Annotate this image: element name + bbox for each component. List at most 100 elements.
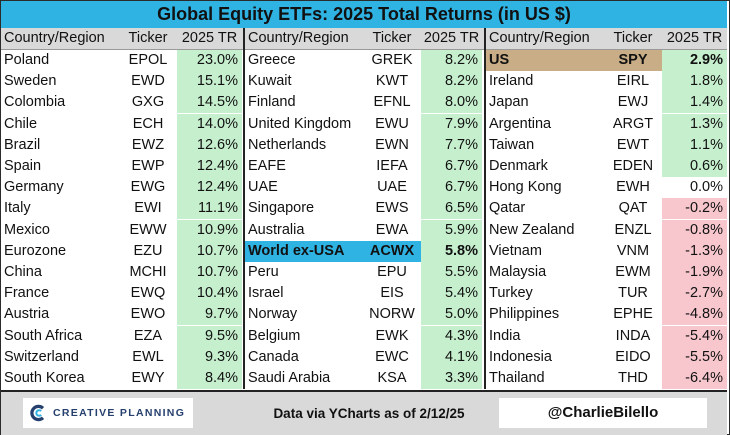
country-cell: Australia: [248, 221, 305, 238]
ticker-cell: EWZ: [131, 136, 165, 153]
table-row: Finland EFNL 8.0%: [245, 92, 487, 114]
ticker-cell: UAE: [377, 179, 407, 196]
return-cell: 12.6%: [177, 134, 242, 156]
return-cell: 6.7%: [421, 156, 482, 177]
table-panel-1: Country/Region Ticker 2025 TR Poland EPOL 23.…: [1, 28, 243, 389]
return-cell: 7.7%: [421, 134, 482, 156]
creative-planning-logo: CREATIVE PLANNING: [23, 398, 193, 428]
header-return: 2025 TR: [181, 30, 238, 46]
ticker-cell: EWD: [131, 73, 165, 90]
country-cell: Turkey: [489, 285, 533, 302]
ticker-cell: EWM: [615, 264, 651, 280]
ticker-cell: EWG: [130, 179, 166, 196]
ticker-cell: EWL: [132, 348, 164, 365]
ticker-cell: EFNL: [373, 94, 411, 111]
table-row: Eurozone EZU 10.7%: [1, 240, 243, 262]
ticker-cell: IEFA: [376, 158, 408, 174]
return-cell: 5.0%: [421, 304, 482, 326]
country-cell: Taiwan: [489, 136, 535, 153]
ticker-cell: EWY: [131, 370, 165, 386]
country-cell: UAE: [248, 179, 278, 196]
table-row: Singapore EWS 6.5%: [245, 198, 487, 220]
footer: CREATIVE PLANNING Data via YCharts as of…: [1, 390, 727, 435]
country-cell: Austria: [4, 306, 50, 323]
return-cell: -4.8%: [662, 304, 727, 326]
country-cell: Thailand: [489, 370, 545, 386]
header-ticker: Ticker: [613, 30, 653, 46]
logo-text: CREATIVE PLANNING: [53, 407, 186, 419]
country-cell: Switzerland: [4, 348, 79, 365]
ticker-cell: EPHE: [613, 306, 653, 323]
country-cell: US: [489, 52, 510, 68]
country-cell: Chile: [4, 115, 38, 132]
return-cell: 5.8%: [421, 240, 482, 262]
table-header: Country/Region Ticker 2025 TR: [245, 28, 487, 50]
return-cell: 12.4%: [177, 156, 242, 177]
country-cell: Brazil: [4, 136, 41, 153]
country-cell: Kuwait: [248, 73, 292, 90]
table-row: Chile ECH 14.0%: [1, 113, 243, 135]
return-cell: 8.2%: [421, 71, 482, 93]
country-cell: Finland: [248, 94, 296, 111]
ticker-cell: KWT: [375, 73, 409, 90]
table-panel-3: Country/Region Ticker 2025 TR US SPY 2.9% Irel…: [486, 28, 727, 389]
table-row: Switzerland EWL 9.3%: [1, 346, 243, 368]
country-cell: Colombia: [4, 94, 66, 111]
ticker-cell: MCHI: [129, 264, 167, 280]
table-panel-2: Country/Region Ticker 2025 TR Greece GREK 8.2…: [245, 28, 487, 389]
country-cell: Japan: [489, 94, 529, 111]
return-cell: 12.4%: [177, 177, 242, 199]
country-cell: Spain: [4, 158, 42, 174]
return-cell: 8.0%: [421, 92, 482, 114]
header-return: 2025 TR: [666, 30, 723, 46]
return-cell: 10.4%: [177, 283, 242, 305]
country-cell: United Kingdom: [248, 115, 352, 132]
return-cell: 1.4%: [662, 92, 727, 114]
country-cell: China: [4, 264, 42, 280]
return-cell: 1.8%: [662, 71, 727, 93]
country-cell: Italy: [4, 200, 31, 217]
table-row: Sweden EWD 15.1%: [1, 71, 243, 93]
return-cell: 9.5%: [177, 325, 242, 347]
ticker-cell: EWH: [616, 179, 650, 196]
country-cell: Denmark: [489, 158, 548, 174]
table-row: Australia EWA 5.9%: [245, 219, 487, 241]
table-row: Argentina ARGT 1.3%: [486, 113, 727, 135]
return-cell: 6.7%: [421, 177, 482, 199]
country-cell: India: [489, 327, 521, 344]
country-cell: Vietnam: [489, 242, 542, 259]
return-cell: 10.7%: [177, 240, 242, 262]
country-cell: Hong Kong: [489, 179, 562, 196]
return-cell: -0.8%: [662, 219, 727, 241]
table-row: Japan EWJ 1.4%: [486, 92, 727, 114]
table-row: India INDA -5.4%: [486, 325, 727, 347]
ticker-cell: EWQ: [130, 285, 166, 302]
table-row: Vietnam VNM -1.3%: [486, 240, 727, 262]
return-cell: 14.5%: [177, 92, 242, 114]
ticker-cell: SPY: [618, 52, 648, 68]
ticker-cell: INDA: [615, 327, 651, 344]
table-row: Poland EPOL 23.0%: [1, 50, 243, 71]
country-cell: Peru: [248, 264, 279, 280]
return-cell: -1.3%: [662, 240, 727, 262]
creative-planning-c-logo-icon: [30, 404, 45, 422]
country-cell: Canada: [248, 348, 299, 365]
country-cell: Poland: [4, 52, 50, 68]
ticker-cell: EWK: [375, 327, 409, 344]
return-cell: 0.6%: [662, 156, 727, 177]
country-cell: South Africa: [4, 327, 83, 344]
return-cell: 11.1%: [177, 198, 242, 220]
return-cell: 7.9%: [421, 113, 482, 135]
table-row: UAE UAE 6.7%: [245, 177, 487, 199]
table-row: United Kingdom EWU 7.9%: [245, 113, 487, 135]
chart-title: Global Equity ETFs: 2025 Total Returns (…: [1, 1, 727, 28]
source-note: Data via YCharts as of 2/12/25: [273, 406, 465, 421]
ticker-cell: EPU: [377, 264, 407, 280]
table-row: Philippines EPHE -4.8%: [486, 304, 727, 326]
country-cell: France: [4, 285, 50, 302]
table-header: Country/Region Ticker 2025 TR: [1, 28, 243, 50]
country-cell: EAFE: [248, 158, 286, 174]
table-row: Canada EWC 4.1%: [245, 346, 487, 368]
table-row: Ireland EIRL 1.8%: [486, 71, 727, 93]
ticker-cell: GREK: [371, 52, 413, 68]
